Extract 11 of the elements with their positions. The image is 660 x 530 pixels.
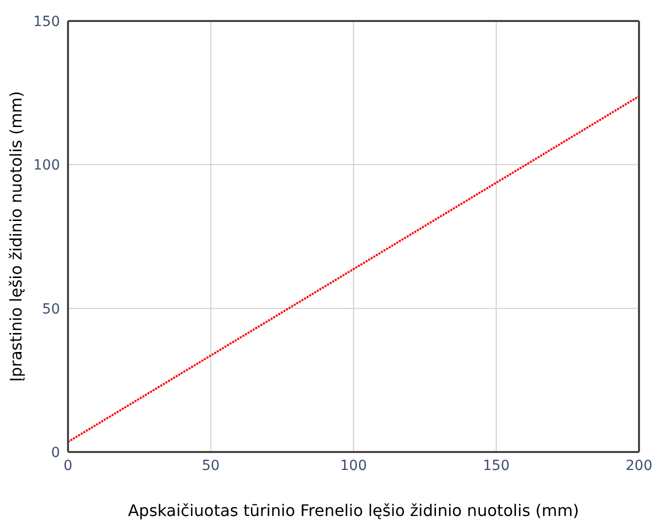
x-tick-label: 50 (202, 458, 220, 474)
x-tick-label: 100 (340, 458, 367, 474)
y-tick-label: 150 (33, 14, 60, 30)
y-tick-label: 50 (42, 301, 60, 318)
x-tick-label: 0 (64, 458, 72, 474)
x-tick-label: 150 (482, 458, 510, 474)
y-axis-title: Įprastinio lęšio židinio nuotolis (mm) (6, 91, 26, 382)
y-tick-label: 0 (51, 444, 60, 461)
x-axis-title: Apskaičiuotas tūrinio Frenelio lęšio židinio nuotolis (mm) (128, 501, 580, 520)
x-tick-label: 200 (626, 458, 652, 474)
y-tick-label: 100 (33, 158, 60, 174)
